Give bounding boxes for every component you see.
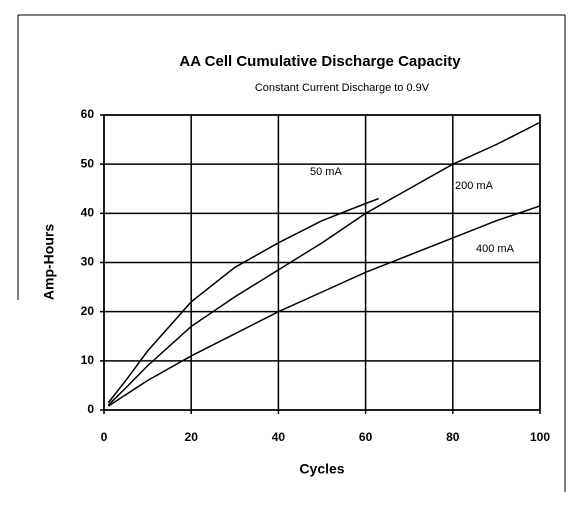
line [107, 205, 541, 407]
y-tick-label: 60 [81, 107, 95, 121]
y-tick-label: 20 [81, 304, 95, 318]
x-tick-label: 80 [446, 430, 460, 444]
y-tick-label: 10 [81, 353, 95, 367]
y-tick-label: 30 [81, 255, 95, 269]
x-tick-label: 100 [530, 430, 550, 444]
y-axis-label: Amp-Hours [41, 224, 57, 300]
y-tick-label: 50 [81, 156, 95, 170]
line [107, 197, 379, 404]
x-tick-label: 0 [101, 430, 108, 444]
chart-subtitle: Constant Current Discharge to 0.9V [255, 82, 430, 94]
x-tick-label: 60 [359, 430, 373, 444]
series-label: 400 mA [476, 243, 515, 255]
x-tick-label: 40 [272, 430, 286, 444]
y-tick-label: 0 [87, 402, 94, 416]
series-label: 200 mA [455, 180, 494, 192]
line [107, 121, 541, 406]
y-tick-label: 40 [81, 206, 95, 220]
x-axis-label: Cycles [299, 461, 344, 477]
frame [17, 14, 566, 492]
series-label: 50 mA [310, 166, 342, 178]
chart-title: AA Cell Cumulative Discharge Capacity [179, 53, 461, 70]
x-tick-label: 20 [185, 430, 199, 444]
